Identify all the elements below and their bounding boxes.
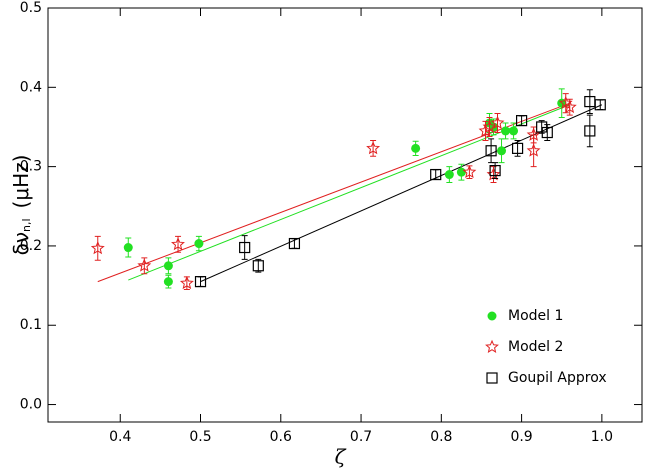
error-bar [586, 89, 593, 114]
error-bar [291, 238, 298, 249]
point [163, 261, 173, 271]
point [456, 167, 466, 177]
error-bar [241, 235, 248, 260]
y-tick-label: 0.1 [20, 317, 42, 333]
x-axis-label: ζ [335, 445, 347, 469]
x-tick-label: 1.0 [591, 429, 613, 445]
point [526, 127, 541, 141]
x-tick-label: 0.9 [510, 429, 532, 445]
x-tick-label: 0.6 [270, 429, 292, 445]
point [444, 170, 454, 180]
error-bar [432, 169, 439, 180]
point [171, 236, 185, 251]
point [485, 145, 497, 157]
x-tick-label: 0.4 [109, 429, 131, 445]
y-tick-label: 0.0 [20, 397, 42, 413]
error-bar [197, 276, 204, 287]
error-bar [586, 114, 593, 148]
x-tick-label: 0.8 [430, 429, 452, 445]
point [489, 164, 501, 177]
legend-marker [485, 339, 499, 353]
point [541, 126, 553, 139]
legend-marker [487, 311, 497, 321]
point [137, 258, 152, 272]
fit-line [200, 104, 603, 283]
legend-label: Model 2 [508, 339, 563, 355]
point [194, 239, 204, 249]
fit-line [97, 102, 570, 283]
x-tick-label: 0.7 [350, 429, 372, 445]
y-tick-label: 0.2 [20, 238, 42, 254]
point [252, 260, 264, 272]
point [239, 241, 251, 254]
error-bar [538, 120, 545, 134]
point [163, 277, 173, 287]
point [482, 119, 497, 133]
point [501, 126, 511, 136]
plot-frame [47, 7, 643, 423]
y-axis-label: δνn,l (μHz) [9, 155, 34, 256]
y-label-unit: (μHz) [9, 155, 33, 209]
point [515, 115, 528, 127]
point [584, 125, 596, 137]
point [90, 241, 105, 255]
y-tick-label: 0.3 [20, 159, 42, 175]
point [594, 99, 606, 111]
point [509, 126, 519, 136]
point [123, 243, 133, 253]
y-label-subscript: n,l [20, 218, 33, 232]
point [179, 275, 194, 290]
legend-label: Goupil Approx [508, 370, 607, 386]
legend-label: Model 1 [508, 308, 563, 324]
point [430, 168, 442, 181]
point [486, 167, 501, 181]
point [490, 115, 505, 129]
point [462, 164, 477, 179]
point [288, 237, 301, 250]
point [511, 142, 524, 154]
point [562, 99, 577, 114]
error-bar [94, 235, 101, 261]
error-bar [488, 138, 495, 164]
y-label-symbol: δν [9, 232, 33, 255]
legend-marker [486, 372, 498, 384]
point [194, 276, 207, 288]
error-bar [255, 258, 262, 273]
point [411, 143, 421, 153]
y-tick-label: 0.5 [20, 0, 42, 16]
point [497, 146, 507, 156]
point [526, 143, 541, 157]
x-tick-label: 0.5 [189, 429, 211, 445]
point [366, 141, 381, 155]
error-bar [597, 99, 604, 111]
y-tick-label: 0.4 [20, 79, 42, 95]
